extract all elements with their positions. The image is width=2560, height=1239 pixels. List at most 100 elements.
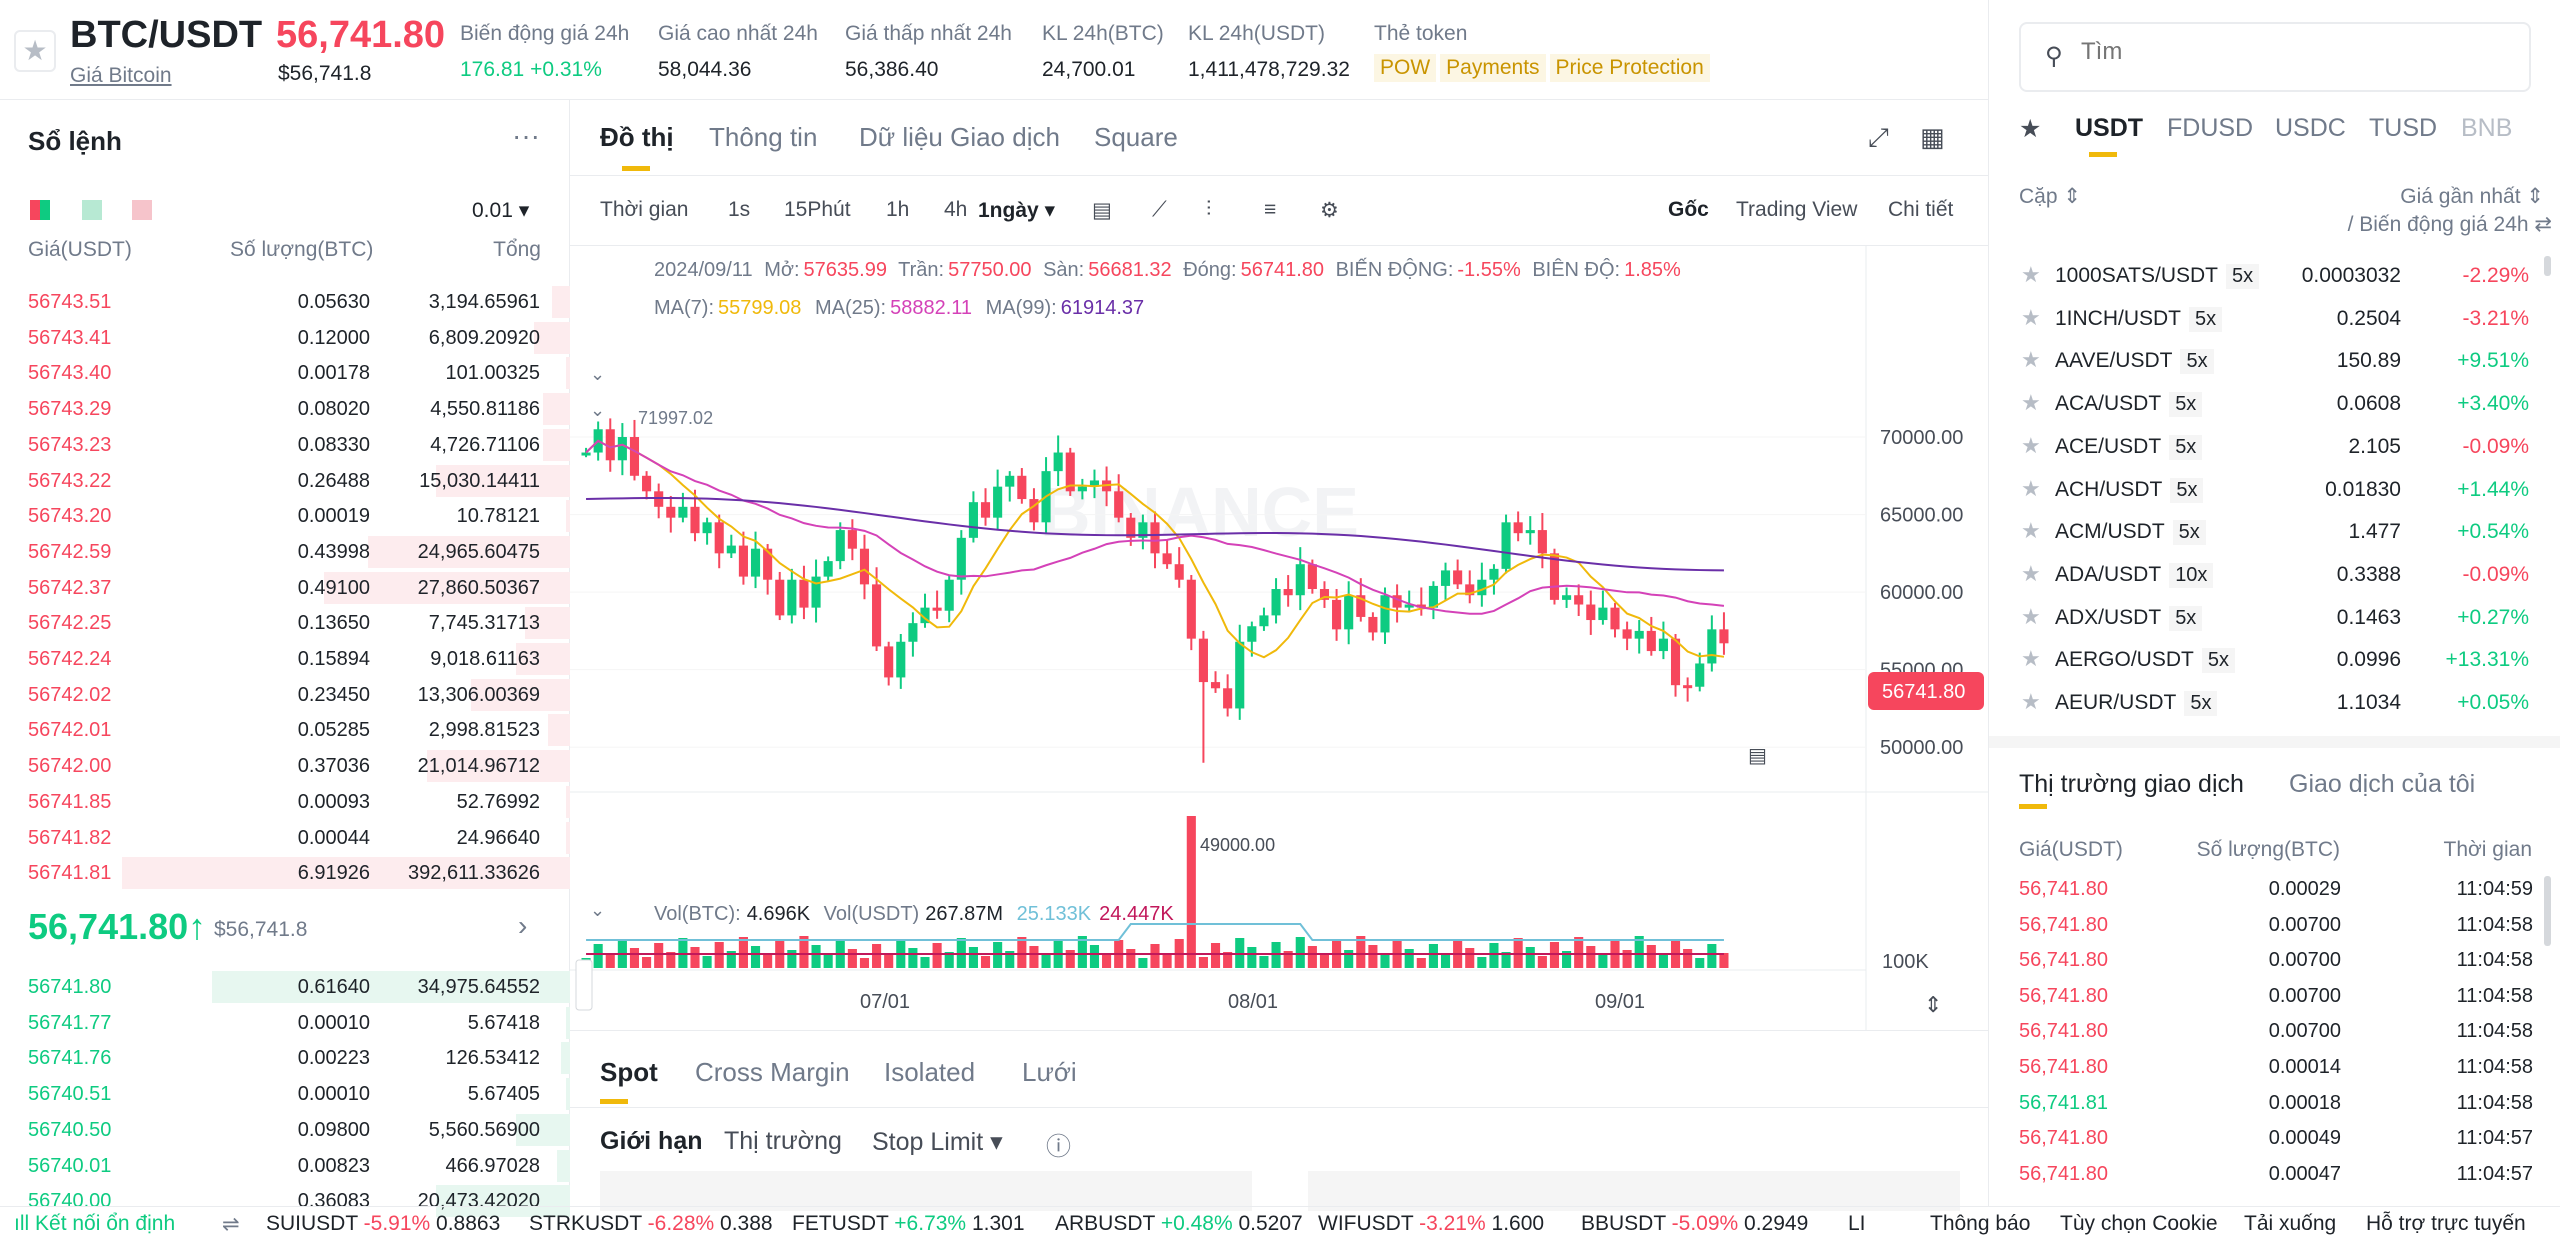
ma-toggle-icon[interactable]: ⌄ [590, 400, 605, 420]
ask-row[interactable]: 56743.22 0.26488 15,030.14411 [0, 463, 570, 499]
quote-fdusd[interactable]: FDUSD [2167, 114, 2254, 142]
market-scrollbar[interactable] [2544, 256, 2551, 276]
type-limit[interactable]: Giới hạn [600, 1127, 703, 1155]
settings-gear-icon[interactable]: ⚙ [1320, 199, 1339, 222]
market-row[interactable]: ★ AEUR/USDT 5x 1.1034 +0.05% [1989, 681, 2560, 723]
star-icon[interactable]: ★ [2021, 560, 2041, 586]
bid-row[interactable]: 56740.01 0.00823 466.97028 [0, 1148, 570, 1184]
star-icon[interactable]: ★ [2021, 432, 2041, 458]
view-asks-icon[interactable] [132, 200, 152, 220]
tab-spot[interactable]: Spot [600, 1057, 658, 1087]
tag-payments[interactable]: Payments [1440, 54, 1546, 82]
tab-chart[interactable]: Đồ thị [600, 122, 674, 152]
interval-4h[interactable]: 4h [944, 198, 968, 221]
ask-row[interactable]: 56743.41 0.12000 6,809.20920 [0, 320, 570, 356]
trades-scrollbar[interactable] [2544, 876, 2551, 946]
market-row[interactable]: ★ ADA/USDT 10x 0.3388 -0.09% [1989, 553, 2560, 595]
link-support[interactable]: Hỗ trợ trực tuyến [2366, 1212, 2526, 1235]
quote-bnb[interactable]: BNB [2461, 114, 2513, 142]
interval-1d-select[interactable]: 1ngày ▾ [978, 199, 1056, 222]
info-icon[interactable]: ⓘ [1046, 1133, 1072, 1161]
view-bids-icon[interactable] [82, 200, 102, 220]
ticker-item[interactable]: FETUSDT +6.73% 1.301 [792, 1212, 1025, 1235]
calendar-icon[interactable]: ▤ [1092, 199, 1112, 222]
star-icon[interactable]: ★ [2021, 603, 2041, 629]
collapse-panel-handle[interactable] [575, 959, 593, 1011]
ticker-item[interactable]: BBUSDT -5.09% 0.2949 [1581, 1212, 1809, 1235]
fullscreen-icon[interactable]: ⤢ [1868, 122, 1889, 152]
type-market[interactable]: Thị trường [724, 1127, 842, 1155]
tab-market-trades[interactable]: Thị trường giao dịch [2019, 770, 2244, 798]
star-icon[interactable]: ★ [2021, 475, 2041, 501]
ask-row[interactable]: 56741.85 0.00093 52.76992 [0, 784, 570, 820]
link-announcements[interactable]: Thông báo [1930, 1212, 2031, 1235]
favorites-star-icon[interactable]: ★ [2019, 115, 2042, 143]
layout-icon[interactable]: ▦ [1920, 122, 1945, 152]
favorite-star-icon[interactable]: ★ [14, 30, 56, 72]
tab-grid[interactable]: Lưới [1022, 1057, 1077, 1087]
star-icon[interactable]: ★ [2021, 390, 2041, 416]
news-icon[interactable]: ▤ [1748, 745, 1767, 767]
ask-row[interactable]: 56741.82 0.00044 24.96640 [0, 820, 570, 856]
market-row[interactable]: ★ 1INCH/USDT 5x 0.2504 -3.21% [1989, 297, 2560, 339]
market-row[interactable]: ★ ACE/USDT 5x 2.105 -0.09% [1989, 425, 2560, 467]
ask-row[interactable]: 56742.02 0.23450 13,306.00369 [0, 677, 570, 713]
col-pair-sort[interactable]: Cặp ⇕ [2019, 185, 2081, 208]
quote-usdc[interactable]: USDC [2275, 114, 2346, 142]
tab-info[interactable]: Thông tin [709, 122, 818, 152]
vol-toggle-icon[interactable]: ⌄ [590, 900, 605, 920]
star-icon[interactable]: ★ [2021, 518, 2041, 544]
bid-row[interactable]: 56741.76 0.00223 126.53412 [0, 1040, 570, 1076]
interval-15m[interactable]: 15Phút [784, 198, 851, 221]
ask-row[interactable]: 56743.20 0.00019 10.78121 [0, 498, 570, 534]
quote-tusd[interactable]: TUSD [2369, 114, 2438, 142]
view-tradingview[interactable]: Trading View [1736, 198, 1858, 221]
symbol-subtitle-link[interactable]: Giá Bitcoin [70, 64, 172, 87]
star-icon[interactable]: ★ [2021, 304, 2041, 330]
ask-row[interactable]: 56742.25 0.13650 7,745.31713 [0, 605, 570, 641]
ask-row[interactable]: 56743.40 0.00178 101.00325 [0, 355, 570, 391]
link-download[interactable]: Tải xuống [2244, 1212, 2337, 1235]
precision-select[interactable]: 0.01 ▾ [472, 199, 530, 222]
symbol-title[interactable]: BTC/USDT [70, 14, 263, 56]
ticker-settings-icon[interactable]: ⇌ [222, 1213, 240, 1236]
market-row[interactable]: ★ AERGO/USDT 5x 0.0996 +13.31% [1989, 638, 2560, 680]
candlestick-chart[interactable]: BINANCE 70000.0065000.0060000.0055000.00… [570, 246, 1988, 1030]
draw-tool-icon[interactable]: ⟋ [1152, 198, 1167, 221]
tab-my-trades[interactable]: Giao dịch của tôi [2289, 770, 2476, 798]
market-row[interactable]: ★ AAVE/USDT 5x 150.89 +9.51% [1989, 339, 2560, 381]
bid-row[interactable]: 56741.80 0.61640 34,975.64552 [0, 969, 570, 1005]
tag-pow[interactable]: POW [1374, 54, 1437, 82]
star-icon[interactable]: ★ [2021, 646, 2041, 672]
ask-row[interactable]: 56742.59 0.43998 24,965.60475 [0, 534, 570, 570]
tab-trading-data[interactable]: Dữ liệu Giao dịch [859, 122, 1060, 152]
indicators-icon[interactable]: ≡ [1264, 198, 1277, 221]
ohlc-toggle-icon[interactable]: ⌄ [590, 364, 605, 384]
view-original[interactable]: Gốc [1668, 198, 1709, 221]
ask-row[interactable]: 56743.23 0.08330 4,726.71106 [0, 427, 570, 463]
col-change-sort[interactable]: / Biến động giá 24h ⇄ [2347, 213, 2552, 236]
star-icon[interactable]: ★ [2021, 689, 2041, 714]
type-stop-limit[interactable]: Stop Limit ▾ [872, 1128, 1003, 1156]
tab-isolated[interactable]: Isolated [884, 1057, 976, 1087]
view-both-icon[interactable] [30, 200, 50, 220]
search-input[interactable] [2081, 38, 2481, 66]
view-depth[interactable]: Chi tiết [1888, 198, 1954, 221]
tab-cross-margin[interactable]: Cross Margin [695, 1057, 850, 1087]
interval-1s[interactable]: 1s [728, 198, 751, 221]
ask-row[interactable]: 56743.29 0.08020 4,550.81186 [0, 391, 570, 427]
star-icon[interactable]: ★ [2021, 347, 2041, 373]
bid-row[interactable]: 56740.51 0.00010 5.67405 [0, 1076, 570, 1112]
ask-row[interactable]: 56742.00 0.37036 21,014.96712 [0, 748, 570, 784]
ask-row[interactable]: 56742.01 0.05285 2,998.81523 [0, 712, 570, 748]
bid-row[interactable]: 56741.77 0.00010 5.67418 [0, 1005, 570, 1041]
tag-price-protection[interactable]: Price Protection [1549, 54, 1710, 82]
scale-toggle-icon[interactable]: ⇕ [1924, 992, 1942, 1017]
market-row[interactable]: ★ ACA/USDT 5x 0.0608 +3.40% [1989, 382, 2560, 424]
tab-square[interactable]: Square [1094, 122, 1178, 152]
market-row[interactable]: ★ ACM/USDT 5x 1.477 +0.54% [1989, 510, 2560, 552]
link-cookie[interactable]: Tùy chọn Cookie [2060, 1212, 2218, 1235]
col-last-sort[interactable]: Giá gần nhất ⇕ [2400, 185, 2544, 208]
more-icon[interactable]: ··· [512, 120, 540, 151]
chevron-right-icon[interactable]: › [518, 910, 528, 941]
